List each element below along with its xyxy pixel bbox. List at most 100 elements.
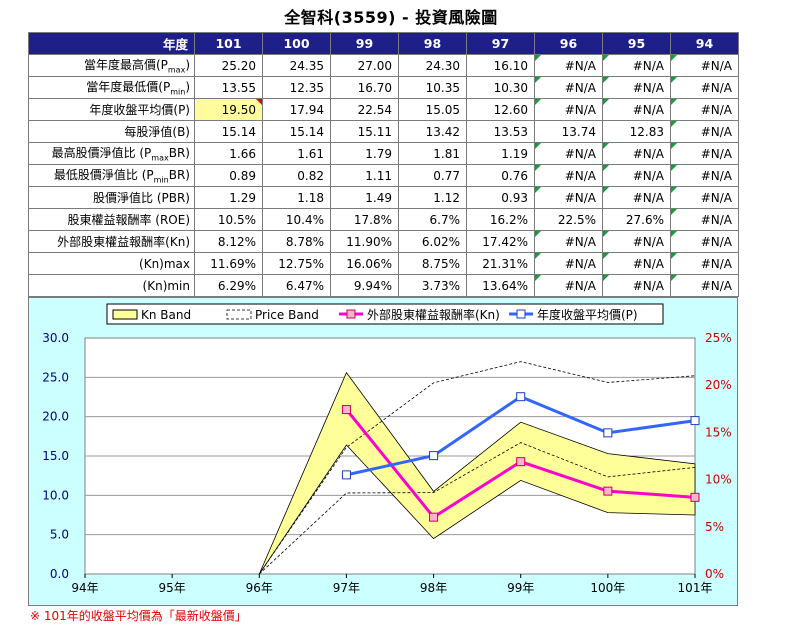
y-tick-left: 5.0 xyxy=(50,528,69,542)
table-row: 當年度最低價(Pmin) 13.55 12.35 16.70 10.35 10.30 #N/… xyxy=(28,76,739,99)
table-cell: #N/A xyxy=(602,76,671,99)
table-cell: 15.05 xyxy=(398,98,467,121)
table-cell: #N/A xyxy=(602,274,671,297)
table-body: 當年度最高價(Pmax) 25.20 24.35 27.00 24.30 16.10 #N/… xyxy=(28,54,739,297)
page-title: 全智科(3559) - 投資風險圖 xyxy=(284,8,498,27)
table-cell: #N/A xyxy=(602,164,671,187)
table-cell: 10.30 xyxy=(466,76,535,99)
year-header-96: 96 xyxy=(534,32,603,55)
table-cell: 6.29% xyxy=(194,274,263,297)
table-cell: #N/A xyxy=(534,54,603,77)
table-cell: 1.12 xyxy=(398,186,467,209)
y-tick-right: 5% xyxy=(705,520,724,534)
table-cell: #N/A xyxy=(670,164,739,187)
table-cell: 15.14 xyxy=(194,120,263,143)
table-row: 外部股東權益報酬率(Kn) 8.12% 8.78% 11.90% 6.02% 17.42%… xyxy=(28,230,739,253)
table-cell: 9.94% xyxy=(330,274,399,297)
table-cell: 22.5% xyxy=(534,208,603,231)
data-point xyxy=(341,405,351,415)
row-label: 最低股價淨值比 (PminBR) xyxy=(28,164,195,187)
row-label: 每股淨值(B) xyxy=(28,120,195,143)
table-cell: #N/A xyxy=(670,142,739,165)
table-cell: 25.20 xyxy=(194,54,263,77)
x-tick-label: 100年 xyxy=(590,581,625,595)
table-row: 股東權益報酬率 (ROE) 10.5% 10.4% 17.8% 6.7% 16.2% 22.… xyxy=(28,208,739,231)
table-cell: 10.35 xyxy=(398,76,467,99)
table-cell: #N/A xyxy=(602,98,671,121)
kn-band-area xyxy=(258,371,696,575)
table-cell: #N/A xyxy=(534,142,603,165)
table-cell: #N/A xyxy=(534,230,603,253)
table-cell: 3.73% xyxy=(398,274,467,297)
table-cell: 12.35 xyxy=(262,76,331,99)
table-cell: #N/A xyxy=(670,230,739,253)
year-header-97: 97 xyxy=(466,32,535,55)
row-label: 當年度最高價(Pmax) xyxy=(28,54,195,77)
data-point xyxy=(516,392,526,402)
year-header-99: 99 xyxy=(330,32,399,55)
y-tick-left: 0.0 xyxy=(50,567,69,581)
table-cell: 21.31% xyxy=(466,252,535,275)
table-cell: #N/A xyxy=(670,186,739,209)
table-cell: 17.94 xyxy=(262,98,331,121)
table-cell: 8.12% xyxy=(194,230,263,253)
table-cell: 11.69% xyxy=(194,252,263,275)
table-cell: 6.47% xyxy=(262,274,331,297)
table-cell: 17.8% xyxy=(330,208,399,231)
table-cell: 16.70 xyxy=(330,76,399,99)
table-cell: #N/A xyxy=(602,54,671,77)
table-cell: #N/A xyxy=(670,76,739,99)
table-cell: #N/A xyxy=(670,252,739,275)
legend-label-price: 年度收盤平均價(P) xyxy=(537,307,638,322)
data-point xyxy=(429,451,439,461)
table-row: 年度收盤平均價(P) 19.50 17.94 22.54 15.05 12.60 #N/A #… xyxy=(28,98,739,121)
risk-chart-svg: 0.0 5.0 10.0 15.0 20.0 25.0 30.0 0% 5% 10% 15% 20% 2… xyxy=(42,303,732,595)
table-row: 當年度最高價(Pmax) 25.20 24.35 27.00 24.30 16.10 #N/… xyxy=(28,54,739,77)
table-cell: 12.60 xyxy=(466,98,535,121)
row-label: 股東權益報酬率 (ROE) xyxy=(28,208,195,231)
year-header-94: 94 xyxy=(670,32,739,55)
risk-chart: 0.0 5.0 10.0 15.0 20.0 25.0 30.0 0% 5% 10% 15% 20% 2… xyxy=(28,297,738,606)
table-cell: #N/A xyxy=(534,164,603,187)
table-cell: #N/A xyxy=(602,186,671,209)
table-cell: 0.77 xyxy=(398,164,467,187)
price-band-line xyxy=(259,442,696,575)
table-cell: #N/A xyxy=(670,274,739,297)
table-cell: 15.11 xyxy=(330,120,399,143)
table-cell: 0.93 xyxy=(466,186,535,209)
table-row: 每股淨值(B) 15.14 15.14 15.11 13.42 13.53 13.74 12.… xyxy=(28,120,739,143)
table-cell: #N/A xyxy=(670,208,739,231)
row-label: 當年度最低價(Pmin) xyxy=(28,76,195,99)
y-tick-left: 15.0 xyxy=(42,449,69,463)
y-tick-left: 30.0 xyxy=(42,331,69,345)
y-tick-right: 20% xyxy=(705,378,732,392)
table-cell: 6.02% xyxy=(398,230,467,253)
legend-marker-kn xyxy=(346,309,356,319)
row-label: 股價淨值比 (PBR) xyxy=(28,186,195,209)
x-tick-label: 98年 xyxy=(420,581,447,595)
legend-marker-price xyxy=(516,309,526,319)
table-cell: 8.78% xyxy=(262,230,331,253)
table-cell: 11.90% xyxy=(330,230,399,253)
year-header-95: 95 xyxy=(602,32,671,55)
legend-label-kn: 外部股東權益報酬率(Kn) xyxy=(367,307,500,322)
table-cell: 10.4% xyxy=(262,208,331,231)
y-tick-left: 20.0 xyxy=(42,410,69,424)
table-cell: 0.89 xyxy=(194,164,263,187)
data-point xyxy=(603,486,613,496)
table-cell: #N/A xyxy=(534,76,603,99)
table-cell: 16.10 xyxy=(466,54,535,77)
table-cell: 1.66 xyxy=(194,142,263,165)
table-cell: 1.79 xyxy=(330,142,399,165)
table-cell: #N/A xyxy=(670,54,739,77)
table-cell: 24.30 xyxy=(398,54,467,77)
table-cell: 1.18 xyxy=(262,186,331,209)
x-tick-label: 95年 xyxy=(159,581,186,595)
year-header-98: 98 xyxy=(398,32,467,55)
data-point xyxy=(690,492,700,502)
data-point xyxy=(516,457,526,467)
legend-swatch-price-band xyxy=(226,309,252,320)
data-point xyxy=(341,470,351,480)
table-cell: 27.6% xyxy=(602,208,671,231)
y-tick-right: 10% xyxy=(705,473,732,487)
